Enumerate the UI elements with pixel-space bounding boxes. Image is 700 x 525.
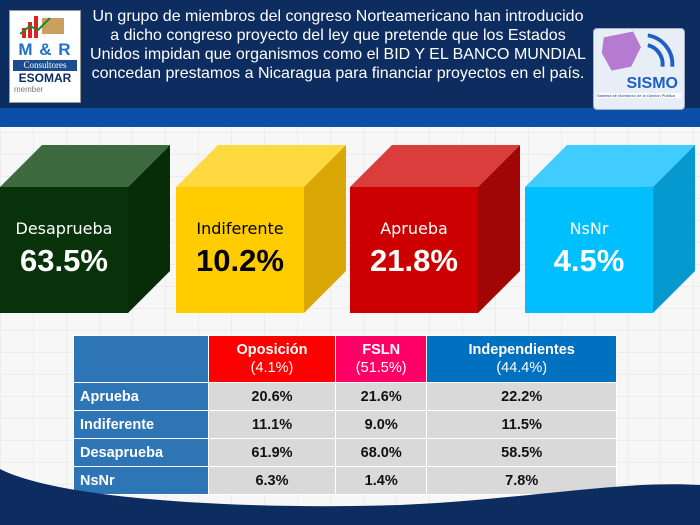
logo-consultores: Consultores bbox=[13, 60, 77, 71]
logo-sismo-name: SISMO bbox=[626, 75, 678, 92]
map-signal-icon bbox=[601, 31, 675, 71]
table-cell: 6.3% bbox=[208, 466, 336, 495]
table-row: Indiferente 11.1% 9.0% 11.5% bbox=[73, 410, 617, 439]
footer-wave bbox=[0, 469, 700, 525]
cube-indiferente: Indiferente 10.2% bbox=[176, 145, 346, 313]
sismo-logo: SISMO Sistema de Monitoreo de la Opinión… bbox=[593, 28, 685, 110]
cube-value: 21.8% bbox=[370, 243, 458, 278]
logo-esomar: ESOMAR bbox=[18, 71, 72, 85]
cube-label: Aprueba bbox=[380, 219, 448, 238]
row-label: Desaprueba bbox=[73, 438, 209, 467]
table-cell: 11.5% bbox=[426, 410, 617, 439]
mr-consultores-logo: M & R Consultores ESOMAR member bbox=[9, 10, 81, 103]
row-label: Indiferente bbox=[73, 410, 209, 439]
cube-value: 63.5% bbox=[20, 243, 108, 278]
header-banner bbox=[0, 0, 700, 108]
table-row: Desaprueba 61.9% 68.0% 58.5% bbox=[73, 438, 617, 467]
table-header-row: Oposición (4.1%) FSLN (51.5%) Independient… bbox=[73, 335, 617, 383]
cube-nsnr: NsNr 4.5% bbox=[525, 145, 695, 313]
cube-value: 4.5% bbox=[553, 243, 625, 278]
table-cell: 68.0% bbox=[334, 438, 428, 467]
cube-label: Indiferente bbox=[196, 219, 284, 238]
results-table: Oposición (4.1%) FSLN (51.5%) Independient… bbox=[73, 335, 617, 495]
table-cell: 58.5% bbox=[426, 438, 617, 467]
cube-front: Desaprueba 63.5% bbox=[0, 187, 128, 313]
table-cell: 22.2% bbox=[426, 382, 617, 411]
cube-aprueba: Aprueba 21.8% bbox=[350, 145, 520, 313]
page-title: Un grupo de miembros del congreso Nortea… bbox=[90, 8, 586, 82]
col-fsln: FSLN (51.5%) bbox=[334, 335, 428, 383]
cube-front: NsNr 4.5% bbox=[525, 187, 653, 313]
cube-label: NsNr bbox=[569, 219, 609, 238]
table-cell: 9.0% bbox=[334, 410, 428, 439]
col-independientes: Independientes (44.4%) bbox=[426, 335, 617, 383]
cube-front: Indiferente 10.2% bbox=[176, 187, 304, 313]
table-cell: 20.6% bbox=[208, 382, 336, 411]
header-empty-cell bbox=[73, 335, 209, 383]
row-label: NsNr bbox=[73, 466, 209, 495]
cube-front: Aprueba 21.8% bbox=[350, 187, 478, 313]
cube-desaprueba: Desaprueba 63.5% bbox=[0, 145, 170, 313]
chart-icon bbox=[20, 16, 64, 38]
table-cell: 61.9% bbox=[208, 438, 336, 467]
row-label: Aprueba bbox=[73, 382, 209, 411]
header-band bbox=[0, 108, 700, 127]
logo-sismo-sub: Sistema de Monitoreo de la Opinión Públi… bbox=[597, 93, 681, 98]
table-row: Aprueba 20.6% 21.6% 22.2% bbox=[73, 382, 617, 411]
logo-member: member bbox=[14, 85, 44, 94]
col-oposicion: Oposición (4.1%) bbox=[208, 335, 336, 383]
cube-label: Desaprueba bbox=[15, 219, 113, 238]
cube-value: 10.2% bbox=[196, 243, 284, 278]
table-cell: 21.6% bbox=[334, 382, 428, 411]
logo-name: M & R bbox=[18, 40, 72, 59]
table-cell: 11.1% bbox=[208, 410, 336, 439]
table-cell: 1.4% bbox=[334, 466, 428, 495]
